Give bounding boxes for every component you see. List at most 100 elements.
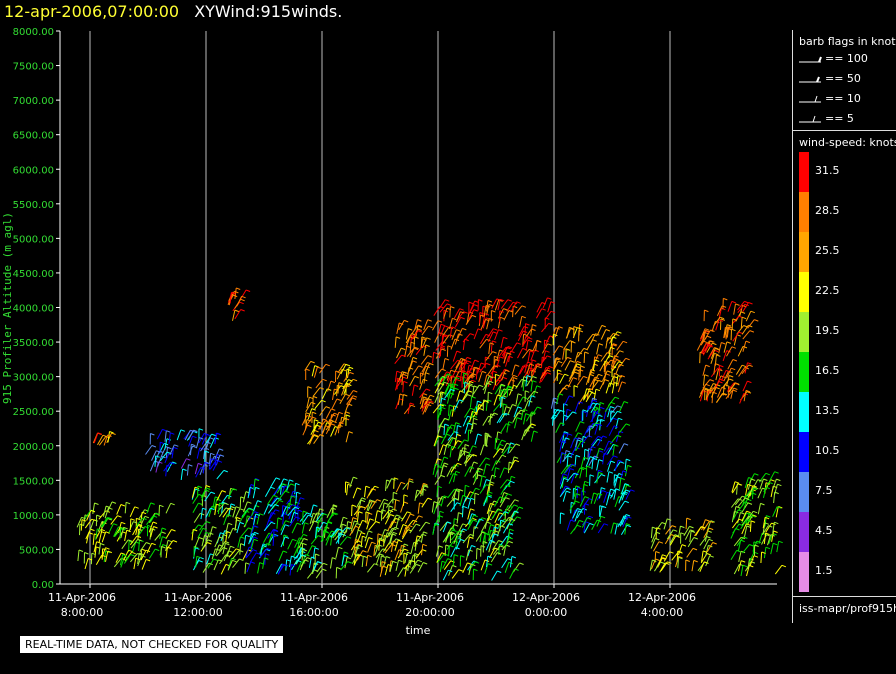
wind-barb-flag [494,355,499,359]
wind-barb-flag [433,351,438,355]
wind-barb [594,423,599,435]
wind-barb [494,438,497,450]
wind-barb-flag [490,481,495,484]
wind-barb [603,492,608,503]
wind-barb [397,567,404,578]
wind-barb-flag [517,393,523,396]
wind-barb-flag [392,498,398,501]
wind-barb-flag [487,563,493,566]
wind-barb-flag [752,485,757,488]
wind-barb-flag [754,486,759,490]
wind-barb [710,367,719,378]
wind-barb-flag [470,374,475,377]
wind-barb-flag [416,563,421,567]
wind-barb-flag [575,369,580,372]
wind-barb-flag [735,528,740,531]
wind-barb [184,429,191,441]
wind-barb [462,562,468,574]
wind-barb [367,542,373,553]
wind-barb-flag [513,384,518,388]
wind-barb-flag [402,373,407,377]
wind-barb-flag [658,541,664,544]
wind-barb [610,405,618,415]
wind-barb-flag [494,526,499,529]
wind-barb [617,375,622,387]
wind-barb [200,441,208,452]
wind-barb-flag [464,450,470,454]
wind-barb [180,468,184,480]
wind-barb-flag [345,384,350,388]
wind-barb-flag [704,561,709,564]
wind-barb-flag [754,473,759,476]
wind-barb-flag [479,468,484,471]
wind-barb [240,510,246,522]
wind-barb-flag [460,449,465,453]
wind-barb-flag [460,311,465,314]
wind-barb-flag [716,354,721,357]
wind-barb-flag [511,555,517,559]
wind-barb-flag [734,382,740,385]
wind-barb [411,384,415,396]
wind-barb-flag [231,292,236,295]
wind-barb-flag [486,362,491,366]
wind-barb [559,384,567,394]
wind-barb [515,379,523,389]
wind-barb [464,466,471,477]
wind-barb [484,518,489,530]
wind-barb-flag [585,521,590,524]
wind-barb [352,487,358,499]
wind-barb [572,508,578,519]
wind-barb-flag [498,540,503,543]
wind-barb-flag [738,518,744,522]
wind-barb [341,555,345,567]
wind-barb-flag [458,569,463,572]
wind-barb-flag [563,414,568,418]
wind-barb [98,436,107,446]
wind-barb [340,561,349,571]
wind-barb-flag [613,332,618,336]
wind-barb-flag [327,521,333,525]
wind-barb [596,459,600,471]
wind-barb [301,543,304,555]
wind-barb [446,370,452,381]
wind-barb-flag [471,314,477,318]
wind-barb-flag [553,397,558,400]
wind-barb [702,520,710,531]
wind-barb-flag [522,347,527,351]
wind-barb-flag [577,363,582,366]
wind-barb-flag [576,360,582,364]
wind-barb-flag [487,555,492,559]
wind-barb-flag [473,417,478,421]
wind-barb-flag [445,299,450,302]
wind-barb [319,364,327,374]
wind-barb-flag [344,554,349,558]
wind-barb-flag [306,512,311,515]
wind-barb [576,508,584,519]
wind-barb-flag [151,445,157,448]
wind-barb-flag [565,450,571,453]
wind-barb [312,547,316,559]
wind-barb [568,371,575,382]
wind-barb-flag [425,365,430,369]
wind-barb-flag [486,479,491,482]
wind-barb [450,338,456,350]
wind-barb [614,496,620,508]
wind-barb-flag [454,387,459,391]
wind-barb [119,554,124,566]
wind-barb [700,335,708,346]
wind-barb [159,527,163,539]
wind-barb-flag [259,513,264,516]
wind-barb-flag [204,461,210,464]
wind-barb [105,550,109,562]
wind-barb [378,498,385,510]
wind-barb [448,409,452,421]
wind-barb [691,560,695,572]
wind-barb [733,506,737,518]
wind-barb [234,519,238,531]
wind-barb-flag [305,554,310,557]
wind-barb-flag [406,345,412,349]
wind-barb [512,562,521,573]
wind-barb-flag [208,562,213,566]
wind-barb [741,364,750,375]
wind-barb-flag [560,512,565,515]
